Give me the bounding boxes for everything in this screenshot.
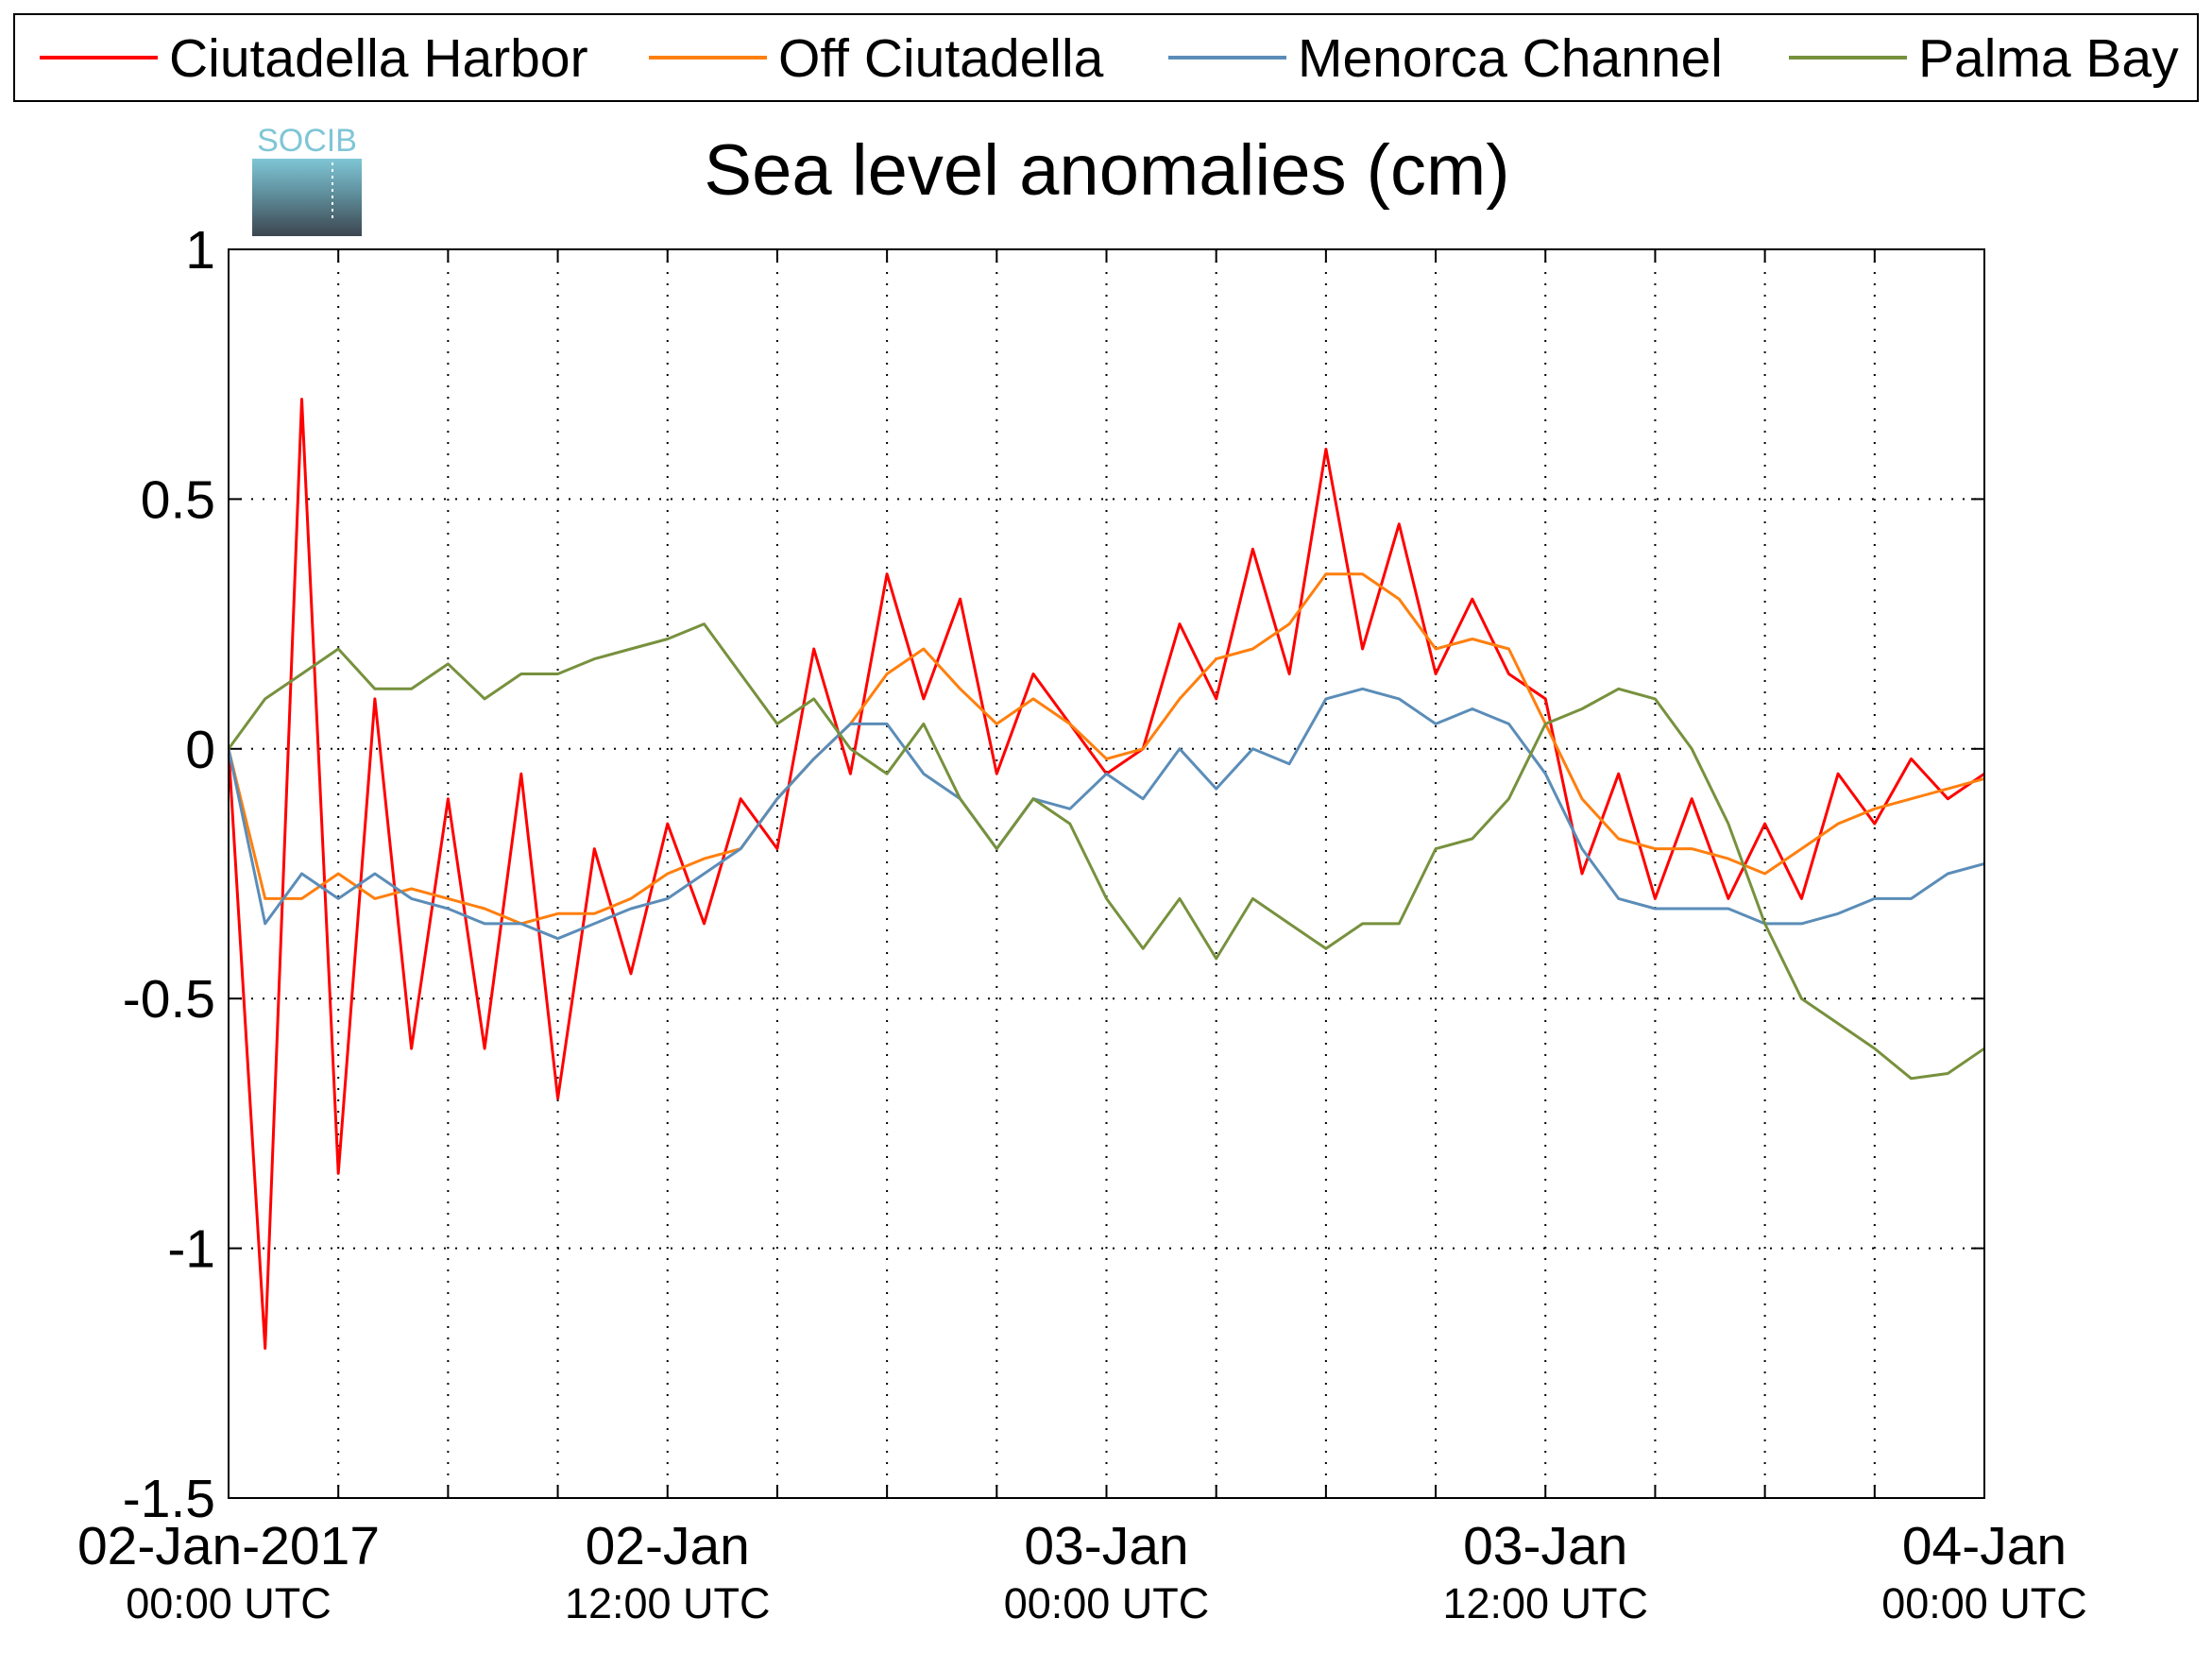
- y-tick-label: 0: [185, 720, 215, 780]
- x-tick-label: 02-Jan-2017: [77, 1516, 380, 1576]
- y-tick-label: -1: [167, 1219, 215, 1280]
- plot-frame: [228, 248, 1985, 1499]
- x-tick-label: 03-Jan: [1024, 1516, 1188, 1576]
- y-tick-label: -1.5: [123, 1469, 215, 1529]
- y-tick-label: 0.5: [141, 469, 215, 530]
- legend-label: Off Ciutadella: [778, 28, 1104, 89]
- x-tick-label: 03-Jan: [1463, 1516, 1627, 1576]
- series-line: [229, 622, 1984, 1081]
- x-tick-label: 02-Jan: [586, 1516, 750, 1576]
- y-tick-label: 1: [185, 220, 215, 281]
- chart-title: Sea level anomalies (cm): [704, 130, 1509, 211]
- x-tick-label: 04-Jan: [1902, 1516, 2067, 1576]
- x-tick-sublabel: 00:00 UTC: [1004, 1579, 1210, 1627]
- logo: SOCIB: [252, 123, 362, 236]
- logo-text: SOCIB: [257, 123, 357, 159]
- legend-label: Palma Bay: [1918, 28, 2179, 89]
- x-tick-sublabel: 12:00 UTC: [565, 1579, 771, 1627]
- legend-label: Menorca Channel: [1298, 28, 1723, 89]
- x-tick-sublabel: 00:00 UTC: [126, 1579, 332, 1627]
- series-line: [229, 687, 1984, 941]
- logo-block: [252, 159, 362, 236]
- legend-label: Ciutadella Harbor: [169, 28, 588, 89]
- x-tick-sublabel: 12:00 UTC: [1442, 1579, 1648, 1627]
- y-tick-label: -0.5: [123, 969, 215, 1030]
- x-tick-sublabel: 00:00 UTC: [1881, 1579, 2087, 1627]
